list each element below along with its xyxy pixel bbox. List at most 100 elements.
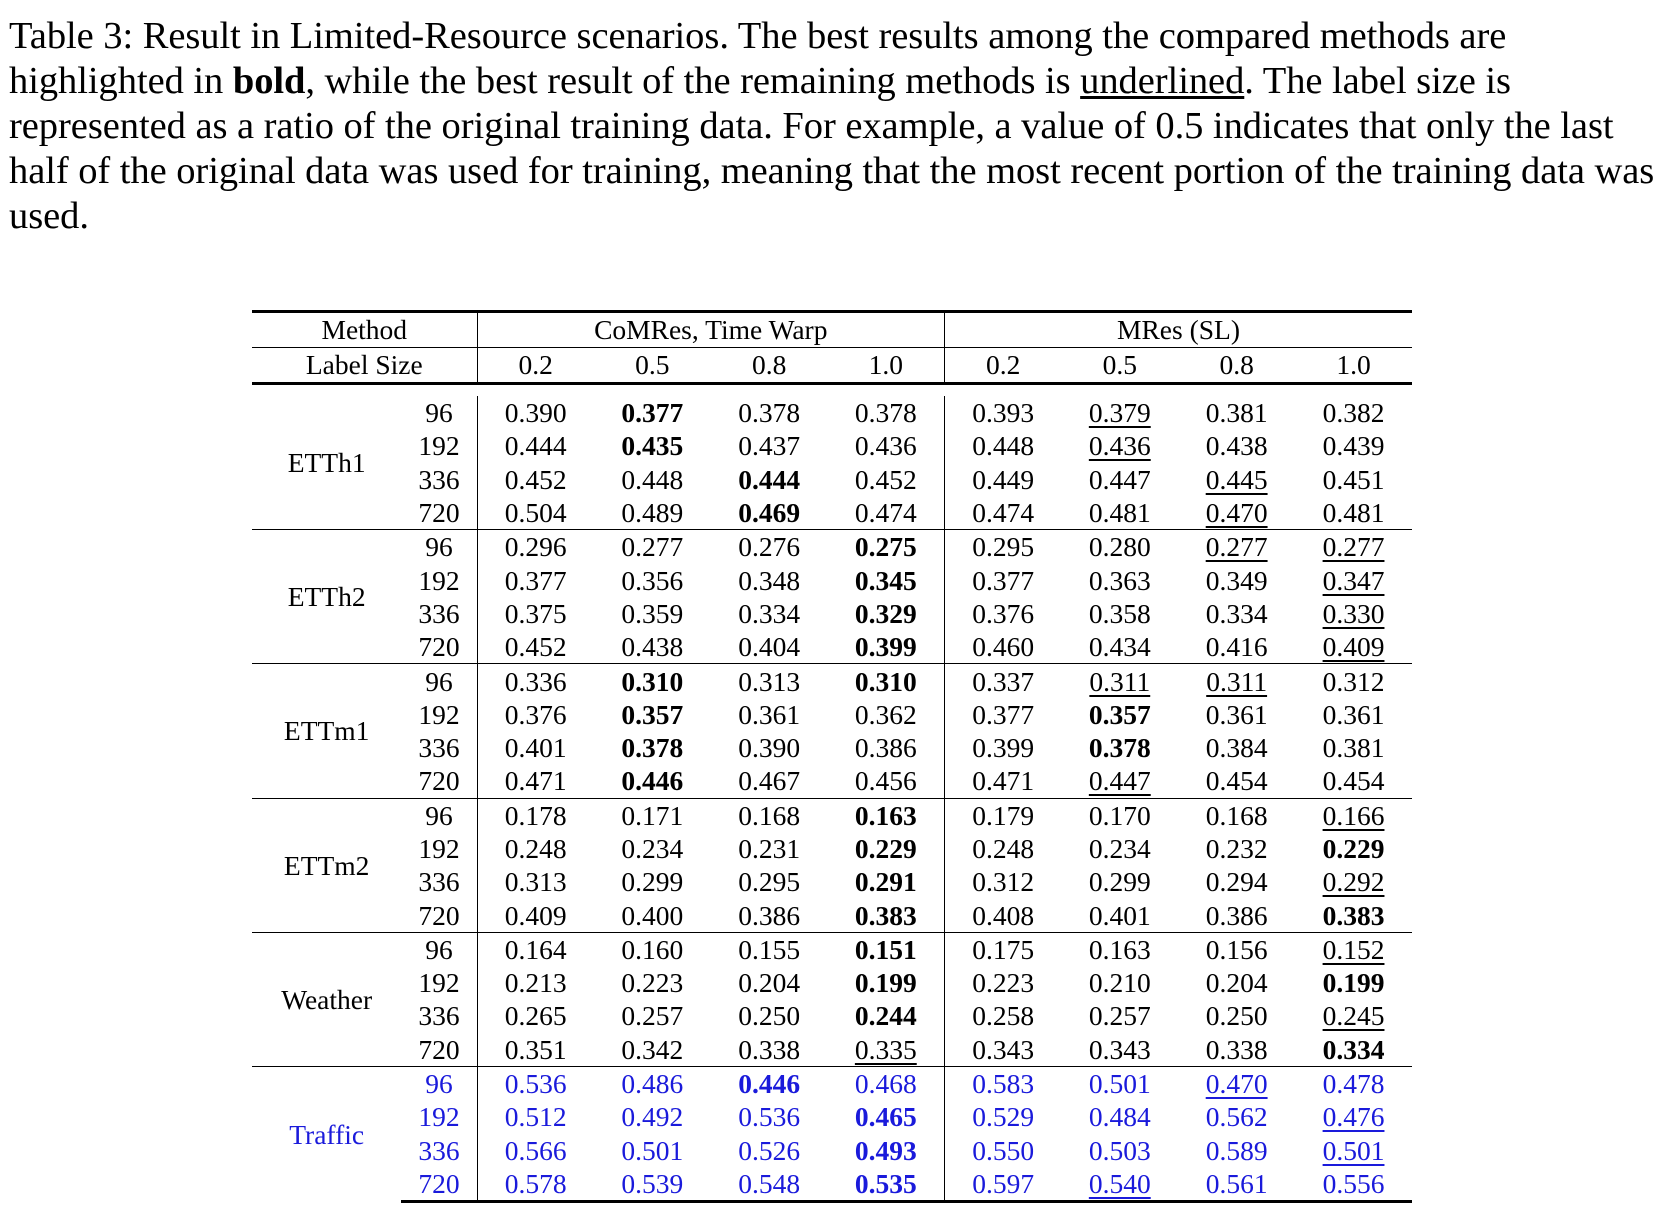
value-text: 0.299	[1088, 866, 1151, 898]
value-text: 0.452	[854, 463, 917, 495]
value-cell: 0.277	[1295, 529, 1412, 564]
table-row: 336 0.401 0.378 0.390 0.386 0.399 0.378 0.384 0.…	[252, 730, 1412, 765]
value-text: 0.536	[738, 1101, 801, 1133]
value-cell: 0.469	[711, 496, 828, 530]
value-text: 0.468	[854, 1068, 917, 1100]
label-size-header: Label Size	[252, 347, 478, 385]
table-row: 192 0.444 0.435 0.437 0.436 0.448 0.436 0.438 0.…	[252, 429, 1412, 463]
value-cell: 0.383	[1295, 898, 1412, 932]
value-text: 0.435	[621, 430, 684, 462]
value-text: 0.492	[621, 1101, 684, 1133]
caption-text-3: . The label size is represented as a rat…	[9, 60, 1655, 237]
value-cell: 0.444	[476, 429, 594, 463]
value-cell: 0.536	[711, 1100, 828, 1133]
value-text: 0.481	[1322, 497, 1385, 529]
table-row: 720 0.504 0.489 0.469 0.474 0.474 0.481 0.470 0.…	[252, 495, 1412, 530]
value-cell: 0.446	[594, 764, 711, 798]
value-text: 0.561	[1205, 1167, 1268, 1199]
value-cell: 0.329	[828, 597, 945, 630]
value-cell: 0.310	[593, 663, 711, 698]
value-cell: 0.275	[827, 529, 945, 564]
value-cell: 0.393	[944, 396, 1062, 430]
value-text: 0.359	[621, 597, 684, 629]
value-text: 0.175	[972, 933, 1035, 965]
value-cell: 0.409	[1295, 630, 1412, 664]
table-row: 192 0.512 0.492 0.536 0.465 0.529 0.484 0.562 0.…	[252, 1100, 1412, 1134]
value-cell: 0.375	[476, 596, 594, 631]
value-text: 0.448	[972, 430, 1035, 462]
value-text: 0.151	[854, 933, 917, 965]
value-text: 0.404	[738, 631, 801, 663]
value-cell: 0.358	[1061, 597, 1178, 630]
value-cell: 0.170	[1061, 797, 1179, 832]
value-text: 0.229	[854, 833, 917, 864]
value-cell: 0.484	[1061, 1100, 1178, 1133]
value-text: 0.250	[1205, 1000, 1268, 1032]
value-cell: 0.467	[711, 764, 828, 798]
value-text: 0.277	[621, 531, 684, 563]
value-cell: 0.465	[828, 1100, 945, 1133]
value-text: 0.204	[738, 967, 801, 999]
value-text: 0.503	[1088, 1134, 1151, 1166]
value-cell: 0.345	[828, 563, 945, 596]
value-cell: 0.382	[1295, 396, 1412, 429]
value-cell: 0.597	[944, 1166, 1062, 1204]
value-text: 0.349	[1205, 564, 1268, 596]
value-text: 0.470	[1205, 1068, 1268, 1100]
value-cell: 0.351	[476, 1032, 594, 1067]
value-cell: 0.436	[1061, 429, 1178, 462]
value-cell: 0.334	[711, 597, 828, 630]
value-text: 0.296	[504, 531, 567, 563]
value-cell: 0.229	[828, 832, 945, 865]
value-cell: 0.501	[1295, 1134, 1412, 1167]
horizon-cell: 336	[418, 1134, 460, 1166]
value-cell: 0.435	[594, 429, 711, 462]
value-cell: 0.399	[828, 630, 945, 664]
value-text: 0.390	[504, 397, 567, 429]
value-cell: 0.529	[944, 1100, 1062, 1134]
results-table-body: Method CoMRes, Time Warp MRes (SL) Label…	[252, 310, 1412, 1204]
value-text: 0.361	[1322, 698, 1385, 730]
value-text: 0.382	[1322, 397, 1385, 429]
value-cell: 0.376	[476, 697, 594, 731]
value-text: 0.295	[738, 866, 801, 898]
value-cell: 0.357	[594, 698, 711, 731]
value-cell: 0.338	[711, 1033, 828, 1067]
value-text: 0.409	[504, 899, 567, 931]
value-text: 0.383	[1322, 899, 1385, 931]
value-cell: 0.501	[1061, 1065, 1179, 1101]
value-text: 0.229	[1322, 833, 1385, 864]
horizon-cell: 192	[418, 564, 460, 596]
value-cell: 0.536	[476, 1065, 594, 1101]
horizon-cell: 336	[418, 732, 460, 764]
value-cell: 0.234	[594, 832, 711, 865]
value-text: 0.379	[1088, 397, 1151, 429]
value-cell: 0.556	[1295, 1166, 1412, 1204]
value-cell: 0.548	[710, 1166, 828, 1204]
value-cell: 0.294	[1178, 865, 1295, 898]
dataset-name: ETTm1	[252, 663, 402, 799]
value-cell: 0.334	[1178, 597, 1295, 630]
value-cell: 0.378	[1061, 731, 1178, 764]
value-cell: 0.210	[1061, 966, 1178, 999]
table-row: 336 0.566 0.501 0.526 0.493 0.550 0.503 0.589 0.…	[252, 1133, 1412, 1167]
value-cell: 0.361	[1178, 698, 1295, 731]
value-cell: 0.337	[944, 663, 1062, 698]
group-header-mres: MRes (SL)	[944, 310, 1412, 348]
value-text: 0.381	[1205, 397, 1268, 429]
value-cell: 0.390	[711, 731, 828, 764]
table-row: ETTh1 96 0.390 0.377 0.378 0.378 0.393 0.379 0.3…	[252, 396, 1412, 478]
value-cell: 0.416	[1178, 630, 1295, 664]
value-text: 0.330	[1322, 597, 1385, 629]
value-text: 0.265	[504, 1000, 567, 1032]
value-text: 0.444	[504, 430, 567, 462]
value-text: 0.342	[621, 1033, 684, 1065]
value-cell: 0.223	[944, 966, 1062, 1000]
value-cell: 0.438	[594, 630, 711, 664]
ratio-header: 1.0	[1295, 347, 1412, 385]
value-cell: 0.291	[828, 865, 945, 898]
value-text: 0.358	[1088, 597, 1151, 629]
value-text: 0.400	[621, 899, 684, 931]
value-cell: 0.377	[944, 563, 1062, 597]
value-text: 0.434	[1088, 631, 1151, 663]
